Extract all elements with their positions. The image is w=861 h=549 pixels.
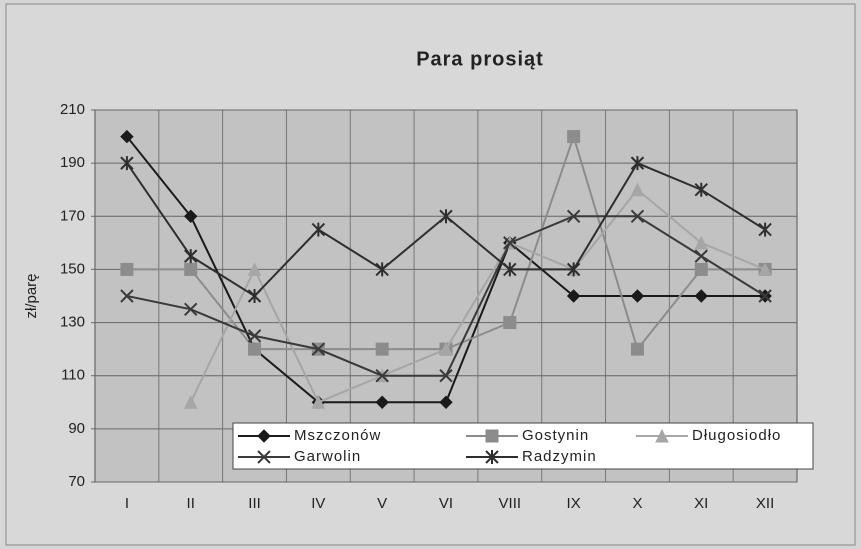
series-line [189, 188, 766, 404]
legend-marker [257, 450, 271, 464]
marker [503, 316, 517, 330]
y-tick-label: 210 [60, 101, 85, 118]
legend-box [232, 422, 814, 470]
marker [694, 262, 708, 276]
x-tick-label: VIII [499, 495, 522, 512]
marker [184, 262, 198, 276]
y-axis-label: zł/parę [23, 273, 40, 318]
marker [375, 395, 389, 409]
y-tick-label: 150 [60, 260, 85, 277]
marker [184, 209, 198, 223]
marker [120, 289, 134, 303]
x-tick-label: X [632, 495, 642, 512]
x-tick-label: III [248, 495, 261, 512]
x-tick-label: VI [439, 495, 453, 512]
marker [375, 262, 389, 277]
marker [439, 395, 453, 409]
marker [183, 395, 198, 409]
legend-label: Gostynin [522, 427, 589, 444]
legend-label: Długosiodło [692, 427, 781, 444]
marker [694, 235, 709, 250]
marker [758, 289, 772, 303]
legend-label: Radzymin [522, 448, 597, 465]
marker [758, 262, 772, 276]
x-tick-label: IX [567, 495, 581, 512]
marker [311, 222, 326, 237]
x-tick-label: IV [311, 495, 325, 512]
marker [248, 342, 262, 356]
marker [758, 222, 772, 237]
chart-title: Para prosiąt [416, 48, 544, 70]
marker [694, 249, 708, 263]
y-tick-label: 130 [60, 314, 85, 331]
legend-marker [485, 429, 499, 443]
legend-label: Garwolin [294, 448, 361, 465]
marker [630, 289, 645, 303]
marker [375, 342, 389, 356]
x-tick-label: II [187, 495, 195, 512]
legend-marker [257, 429, 271, 443]
x-tick-label: XII [756, 495, 774, 512]
marker [311, 395, 326, 409]
marker [311, 342, 326, 356]
x-tick-label: I [125, 495, 129, 512]
marker [503, 236, 517, 250]
marker [567, 130, 581, 144]
marker [375, 369, 389, 383]
marker [630, 156, 645, 171]
marker [439, 369, 453, 383]
marker [566, 262, 581, 277]
marker [120, 156, 134, 171]
marker [566, 209, 581, 223]
y-tick-label: 70 [68, 473, 85, 490]
y-tick-label: 110 [61, 367, 85, 384]
marker [247, 262, 262, 276]
marker [694, 182, 708, 197]
legend: Mszczonów Gostynin Długosiodło Garwolin Radz… [232, 422, 814, 470]
marker [120, 262, 134, 276]
legend-label: Mszczonów [294, 427, 381, 444]
legend-marker [655, 428, 669, 443]
legend-marker [485, 450, 499, 464]
marker [439, 209, 453, 224]
marker [630, 342, 644, 356]
marker [120, 129, 134, 144]
marker [566, 289, 581, 303]
y-tick-label: 170 [60, 207, 85, 224]
marker [694, 289, 708, 303]
marker [630, 182, 645, 197]
marker [503, 262, 517, 277]
marker [439, 342, 453, 356]
x-tick-label: V [377, 495, 387, 512]
x-tick-label: XI [694, 495, 708, 512]
marker [184, 302, 198, 316]
marker [247, 329, 262, 343]
marker [184, 249, 198, 264]
marker [630, 209, 645, 223]
y-tick-label: 90 [68, 420, 85, 437]
y-tick-label: 190 [60, 154, 85, 171]
marker [247, 289, 262, 303]
